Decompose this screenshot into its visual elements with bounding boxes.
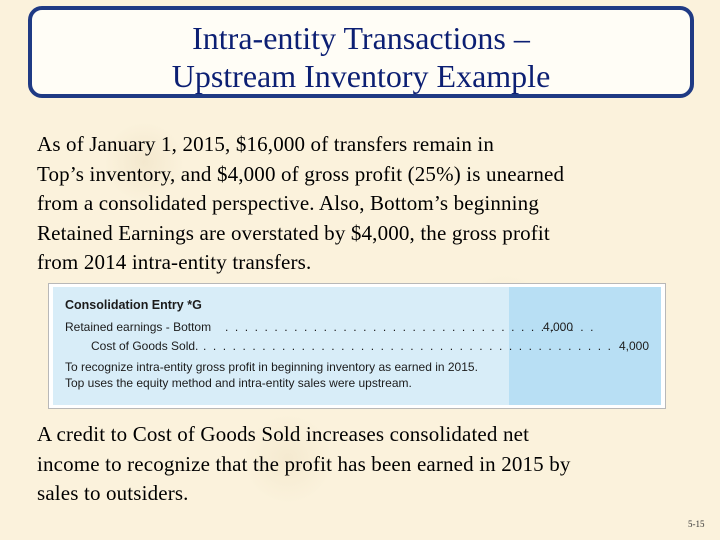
slide-title-line-1: Intra-entity Transactions – xyxy=(192,20,530,56)
conclusion-line: A credit to Cost of Goods Sold increases… xyxy=(37,422,530,446)
conclusion-paragraph: A credit to Cost of Goods Sold increases… xyxy=(37,420,687,509)
intro-line: from a consolidated perspective. Also, B… xyxy=(37,191,539,215)
debit-account: Retained earnings - Bottom xyxy=(65,320,212,334)
intro-line: Top’s inventory, and $4,000 of gross pro… xyxy=(37,161,565,186)
credit-account: Cost of Goods Sold. xyxy=(91,339,199,353)
intro-line: Retained Earnings are overstated by $4,0… xyxy=(37,220,550,245)
title-box: Intra-entity Transactions – Upstream Inv… xyxy=(28,6,694,98)
intro-line: As of January 1, 2015, $16,000 of transf… xyxy=(37,132,495,156)
conclusion-line: income to recognize that the profit has … xyxy=(37,451,571,476)
debit-leader-dots: . . . . . . . . . . . . . . . . . . . . … xyxy=(225,320,596,334)
entry-heading: Consolidation Entry *G xyxy=(65,298,202,312)
conclusion-line: sales to outsiders. xyxy=(37,481,189,505)
intro-line: from 2014 intra-entity transfers. xyxy=(37,250,312,274)
entry-explanation-line-1: To recognize intra-entity gross profit i… xyxy=(65,360,478,374)
consolidation-entry-panel: Consolidation Entry *G Retained earnings… xyxy=(53,287,661,405)
credit-amount: 4,000 xyxy=(619,339,650,353)
slide-title-line-2: Upstream Inventory Example xyxy=(171,58,551,94)
entry-explanation-line-2: Top uses the equity method and intra-ent… xyxy=(65,376,412,390)
amount-column xyxy=(509,287,661,405)
intro-paragraph: As of January 1, 2015, $16,000 of transf… xyxy=(37,130,687,278)
debit-amount: 4,000 xyxy=(543,320,574,334)
consolidation-entry-figure: Consolidation Entry *G Retained earnings… xyxy=(48,283,666,409)
slide-number: 5-15 xyxy=(688,519,705,529)
credit-leader-dots: . . . . . . . . . . . . . . . . . . . . … xyxy=(203,339,613,353)
